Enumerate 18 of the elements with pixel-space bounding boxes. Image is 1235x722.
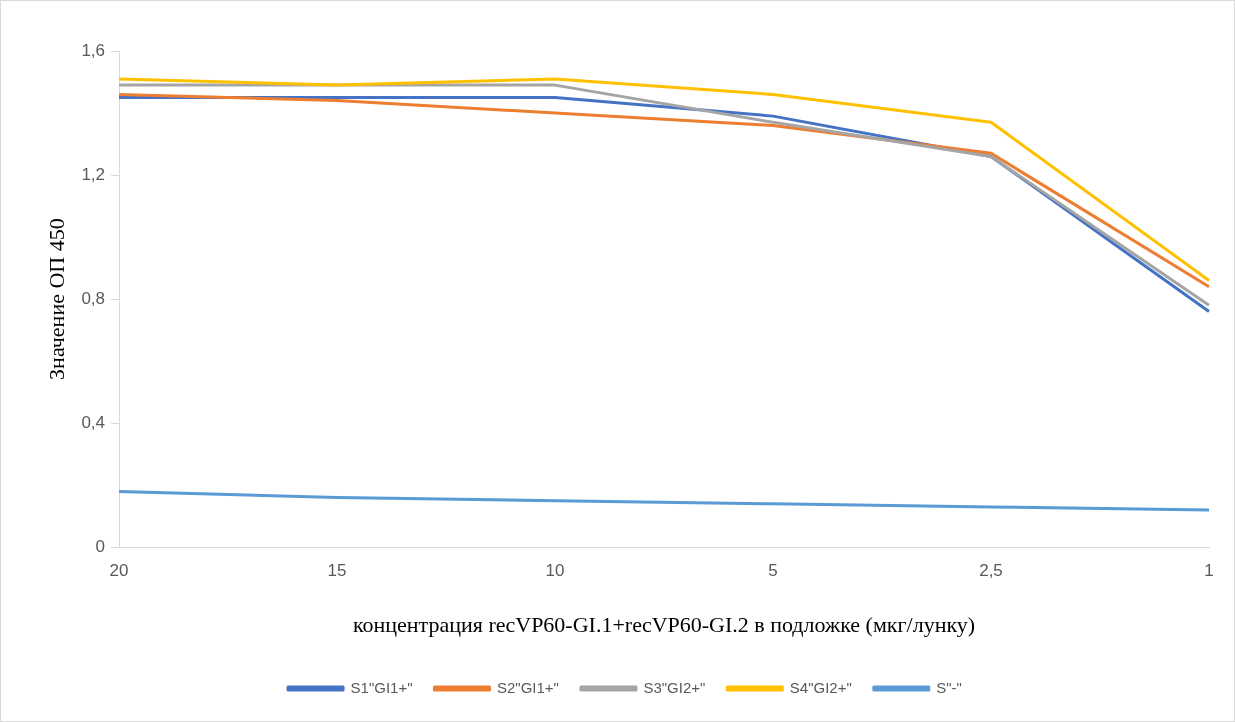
legend-label: S1"GI1+" <box>350 678 413 696</box>
legend-label: S4"GI2+" <box>789 678 852 696</box>
x-axis-title: концентрация recVP60-GI.1+recVP60-GI.2 в подложке (мкг/лунку) <box>352 611 976 637</box>
x-tick-label: 10 <box>545 561 565 581</box>
x-tick-label: 20 <box>109 561 129 581</box>
y-tick-label: 0,8 <box>81 288 106 308</box>
x-tick-label: 1 <box>1204 561 1214 581</box>
y-tick-label: 1,2 <box>81 164 106 184</box>
legend-label: S2"GI1+" <box>496 678 559 696</box>
y-tick-label: 1,6 <box>81 40 106 60</box>
x-tick-label: 5 <box>768 561 778 581</box>
y-tick-label: 0 <box>95 536 106 556</box>
x-tick-label: 15 <box>327 561 347 581</box>
y-tick-label: 0,4 <box>81 412 106 432</box>
legend-label: S"-" <box>936 678 962 696</box>
legend-label: S3"GI2+" <box>643 678 706 696</box>
y-axis-title: Значение ОП 450 <box>43 218 69 380</box>
x-tick-label: 2,5 <box>979 561 1003 581</box>
